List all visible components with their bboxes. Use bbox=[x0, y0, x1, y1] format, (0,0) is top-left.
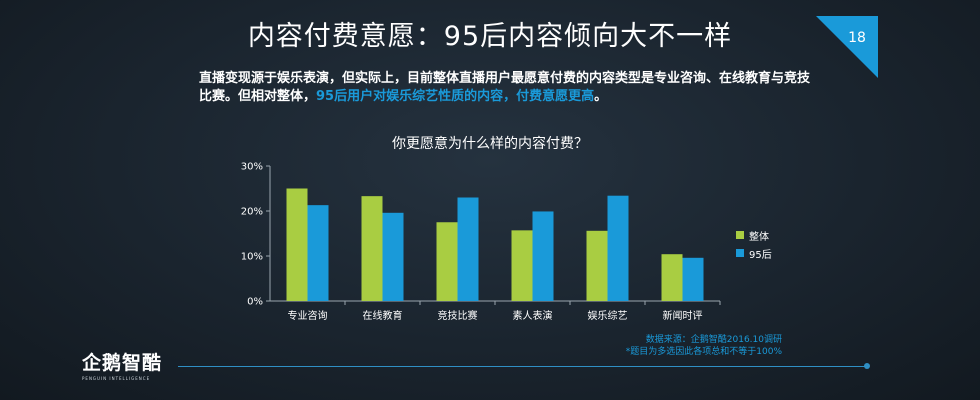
bar-95-1 bbox=[382, 212, 404, 301]
page-title: 内容付费意愿：95后内容倾向大不一样 bbox=[247, 21, 733, 52]
legend-swatch-overall bbox=[736, 231, 744, 239]
chart-legend: 整体 95后 bbox=[736, 226, 772, 262]
bar-95-4 bbox=[607, 195, 629, 301]
footer-divider bbox=[178, 366, 866, 367]
bar-overall-5 bbox=[661, 254, 683, 301]
source-line-1: 数据来源：企鹅智酷2016.10调研 bbox=[645, 335, 782, 345]
logo-subtitle: PENGUIN INTELLIGENCE bbox=[82, 376, 151, 381]
legend-item-overall: 整体 bbox=[736, 226, 772, 244]
source-line-2: *题目为多选因此各项总和不等于100% bbox=[625, 347, 782, 357]
corner-triangle-icon bbox=[816, 16, 878, 78]
x-tick-label: 素人表演 bbox=[513, 309, 553, 322]
y-tick-label: 10% bbox=[241, 252, 263, 263]
legend-swatch-95 bbox=[736, 249, 744, 257]
bar-95-5 bbox=[682, 257, 704, 301]
intro-highlight: 95后用户对娱乐综艺性质的内容，付费意愿更高 bbox=[316, 89, 595, 104]
bar-overall-2 bbox=[436, 222, 458, 301]
source-note: 数据来源：企鹅智酷2016.10调研 *题目为多选因此各项总和不等于100% bbox=[626, 334, 782, 358]
intro-text-part1: 直播变现源于娱乐表演，但实际上，目前整体直播用户最愿意付费的内容类型是专业咨询、… bbox=[199, 71, 811, 104]
bar-overall-0 bbox=[286, 188, 308, 301]
bar-overall-1 bbox=[361, 196, 383, 301]
x-tick-label: 娱乐综艺 bbox=[588, 309, 628, 322]
bar-95-0 bbox=[307, 205, 329, 301]
intro-text-end: 。 bbox=[594, 89, 608, 104]
bar-95-2 bbox=[457, 197, 479, 301]
x-tick-label: 在线教育 bbox=[363, 309, 403, 322]
legend-label-95: 95后 bbox=[749, 249, 772, 261]
legend-item-95: 95后 bbox=[736, 244, 772, 262]
y-tick-label: 0% bbox=[247, 297, 263, 308]
logo-text: 企鹅智酷 bbox=[82, 352, 163, 374]
bar-overall-3 bbox=[511, 230, 533, 301]
intro-text: 直播变现源于娱乐表演，但实际上，目前整体直播用户最愿意付费的内容类型是专业咨询、… bbox=[199, 70, 819, 106]
page-number: 18 bbox=[848, 30, 866, 46]
brand-logo: 企鹅智酷 PENGUIN INTELLIGENCE bbox=[82, 348, 162, 381]
x-tick-label: 新闻时评 bbox=[663, 309, 703, 322]
chart-title: 你更愿意为什么样的内容付费？ bbox=[392, 136, 588, 152]
bar-95-3 bbox=[532, 211, 554, 301]
bar-overall-4 bbox=[586, 230, 608, 301]
footer-dot-icon bbox=[864, 363, 870, 369]
y-tick-label: 30% bbox=[241, 162, 263, 173]
x-tick-label: 专业咨询 bbox=[288, 309, 328, 322]
legend-label-overall: 整体 bbox=[749, 231, 769, 243]
y-tick-label: 20% bbox=[241, 207, 263, 218]
x-tick-label: 竞技比赛 bbox=[438, 309, 478, 322]
